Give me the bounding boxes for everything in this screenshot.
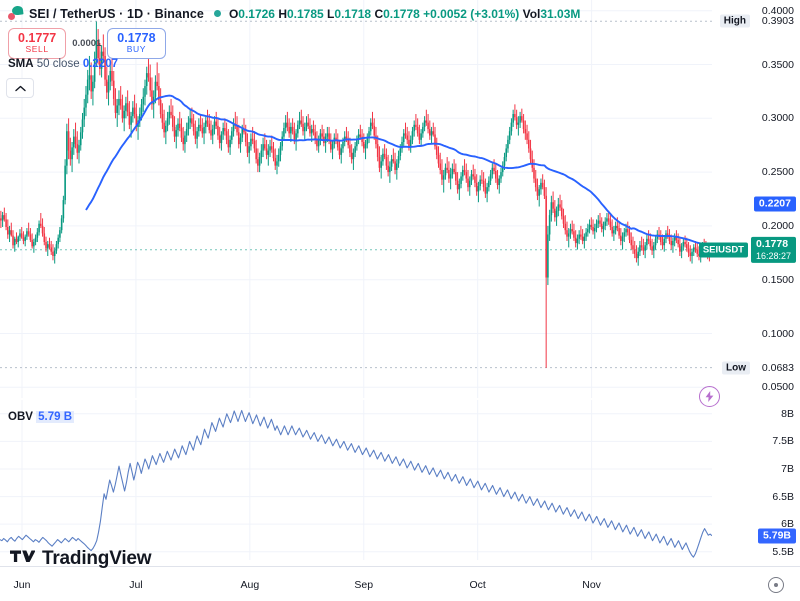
obv-name: OBV <box>8 411 33 423</box>
obv-axis[interactable]: 8B 7.5B 7B 6.5B 6B 5.5B 5.79B <box>712 400 800 560</box>
sell-button[interactable]: 0.1777 SELL <box>8 28 67 59</box>
obv-value-badge[interactable]: 5.79B <box>757 528 796 544</box>
obv-tick: 6.5B <box>772 490 794 503</box>
price-tick: 0.3500 <box>761 58 794 71</box>
time-label: Sep <box>354 579 374 591</box>
obv-tick: 5.5B <box>772 545 794 558</box>
last-price-badge[interactable]: 0.1778 16:28:27 <box>750 236 796 263</box>
sell-label: SELL <box>25 44 49 54</box>
high-marker-value: 0.3903 <box>761 15 794 28</box>
volume-label: Vol <box>522 6 541 21</box>
close-label: C <box>374 6 384 21</box>
price-tick: 0.2000 <box>761 219 794 232</box>
open-value: 0.1726 <box>238 6 275 21</box>
clock-icon[interactable] <box>768 577 784 593</box>
trade-buttons: 0.1777 SELL 0.0001 0.1778 BUY <box>8 28 166 59</box>
volume-value: 31.03M <box>540 6 581 21</box>
price-axis[interactable]: 0.4000 0.3500 0.3000 0.2500 0.2000 0.1500 0.10… <box>698 0 800 398</box>
sma-name: SMA <box>8 58 34 70</box>
change-percent: (+3.01%) <box>470 6 520 21</box>
symbol-price-badge[interactable]: SEIUSDT <box>698 242 748 258</box>
high-marker-tag: High <box>719 14 750 28</box>
symbol-title[interactable]: SEI / TetherUS · 1D · Binance <box>29 6 204 21</box>
chevron-up-icon[interactable] <box>6 78 34 98</box>
low-marker-value: 0.0683 <box>761 361 794 374</box>
buy-button[interactable]: 0.1778 BUY <box>107 28 166 59</box>
high-label: H <box>278 6 287 21</box>
buy-price: 0.1778 <box>117 31 156 45</box>
sma-price-badge[interactable]: 0.2207 <box>753 196 796 212</box>
close-value: 0.1778 <box>383 6 420 21</box>
time-label: Jun <box>13 579 31 591</box>
low-label: L <box>327 6 335 21</box>
time-label: Oct <box>469 579 486 591</box>
obv-value: 5.79 B <box>36 411 75 423</box>
obv-tick: 7.5B <box>772 435 794 448</box>
buy-label: BUY <box>126 44 147 54</box>
obv-chart-pane[interactable] <box>0 400 712 560</box>
lightning-alert-icon[interactable] <box>699 386 720 407</box>
watermark-text: TradingView <box>42 548 152 569</box>
sma-value: 0.2207 <box>82 58 118 70</box>
ohlc-values: O0.1726 H0.1785 L0.1718 C0.1778 +0.0052 … <box>229 7 580 21</box>
time-label: Aug <box>240 579 260 591</box>
price-tick: 0.4000 <box>761 4 794 17</box>
tradingview-watermark: TradingView <box>10 548 152 570</box>
time-label: Jul <box>129 579 143 591</box>
sell-price: 0.1777 <box>18 31 57 45</box>
sei-logo-icon <box>8 5 24 21</box>
price-tick: 0.1000 <box>761 327 794 340</box>
low-marker-tag: Low <box>722 361 750 375</box>
obv-tick: 6B <box>781 518 794 531</box>
open-label: O <box>228 6 239 21</box>
tradingview-logo-icon <box>10 548 36 570</box>
low-value: 0.1718 <box>334 6 372 21</box>
spread-value: 0.0001 <box>72 37 102 49</box>
price-tick: 0.3000 <box>761 112 794 125</box>
obv-legend[interactable]: OBV 5.79 B <box>8 411 75 423</box>
price-tick: 0.2500 <box>761 166 794 179</box>
sma-legend[interactable]: SMA 50 close 0.2207 <box>8 58 118 70</box>
price-chart-pane[interactable] <box>0 0 712 398</box>
high-value: 0.1785 <box>287 6 324 21</box>
time-label: Nov <box>582 579 601 591</box>
obv-tick: 7B <box>781 463 794 475</box>
obv-tick: 8B <box>781 407 794 420</box>
sma-params: 50 close <box>36 58 80 70</box>
time-axis[interactable]: Jun Jul Aug Sep Oct Nov <box>0 566 800 601</box>
chart-legend: SEI / TetherUS · 1D · Binance O0.1726 H0… <box>8 5 580 21</box>
series-color-dot <box>213 10 221 17</box>
change-value: +0.0052 <box>423 6 467 21</box>
price-tick: 0.1500 <box>761 273 794 286</box>
price-tick: 0.0500 <box>761 381 794 394</box>
